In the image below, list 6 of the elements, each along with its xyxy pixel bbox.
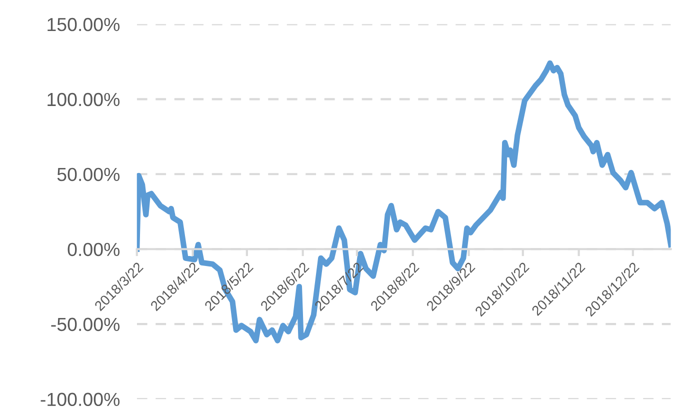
y-tick-label: 0.00%: [68, 242, 120, 256]
y-tick-label: -50.00%: [51, 318, 120, 332]
y-tick-label: -100.00%: [40, 392, 120, 406]
y-tick-label: 150.00%: [48, 18, 120, 32]
y-tick-label: 100.00%: [48, 92, 120, 106]
y-tick-label: 50.00%: [57, 168, 120, 182]
